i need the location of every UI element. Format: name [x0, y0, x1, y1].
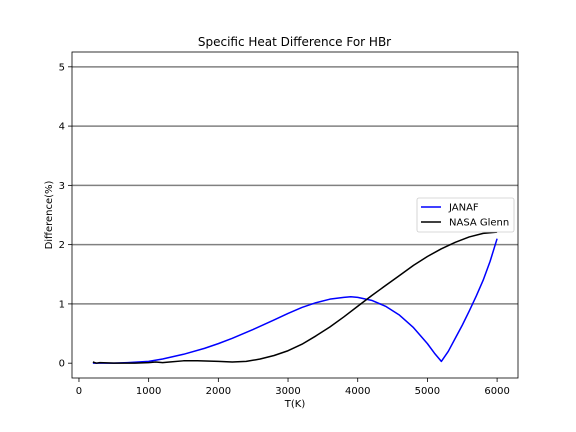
- plot-frame: [71, 51, 519, 379]
- x-tick-label: 0: [76, 386, 82, 397]
- y-tick-label: 1: [59, 299, 65, 310]
- chart-title: Specific Heat Difference For HBr: [198, 35, 391, 49]
- y-tick-label: 3: [59, 181, 65, 192]
- x-axis-label: T(K): [284, 399, 306, 410]
- series-group: [92, 231, 498, 364]
- legend-box: [416, 197, 515, 233]
- y-tick-label: 5: [59, 62, 65, 73]
- legend: JANAF NASA Glenn: [416, 197, 515, 233]
- y-tick-label: 4: [59, 122, 65, 133]
- y-axis-label: Difference(%): [44, 180, 55, 249]
- y-tick-label: 2: [59, 240, 65, 251]
- x-tick-label: 5000: [415, 386, 440, 397]
- x-tick-label: 3000: [275, 386, 300, 397]
- legend-label-janaf: JANAF: [448, 203, 479, 214]
- reference-lines: [72, 66, 518, 305]
- x-tick-label: 4000: [345, 386, 370, 397]
- series-line-nasa-glenn: [92, 231, 498, 364]
- y-axis-ticks: 0 1 2 3 4 5: [59, 62, 72, 370]
- legend-label-nasa-glenn: NASA Glenn: [449, 218, 509, 229]
- x-axis-ticks: 0 1000 2000 3000 4000 5000 6000: [76, 378, 510, 397]
- y-tick-label: 0: [59, 359, 65, 370]
- series-line-janaf: [92, 238, 498, 364]
- x-tick-label: 2000: [206, 386, 231, 397]
- x-tick-label: 6000: [484, 386, 509, 397]
- x-tick-label: 1000: [136, 386, 161, 397]
